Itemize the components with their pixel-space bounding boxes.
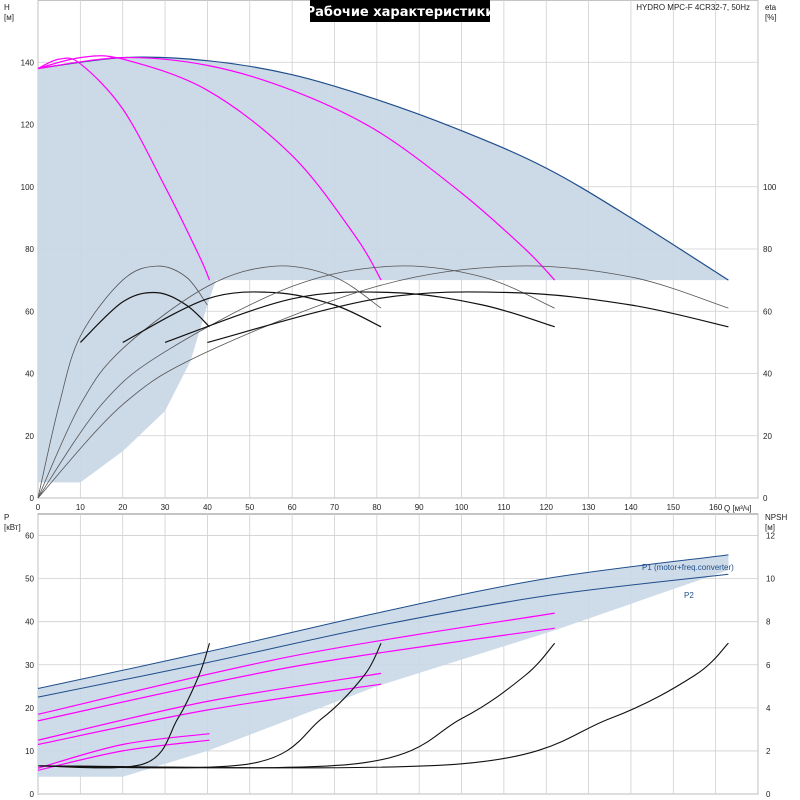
x-tick-label: 130 <box>582 503 596 512</box>
x-tick-label: 70 <box>330 503 339 512</box>
x-tick-label: 80 <box>372 503 381 512</box>
bottom-series-4 <box>37 672 382 741</box>
top-series-7 <box>122 291 382 343</box>
top-series-2 <box>37 55 382 281</box>
y2-tick-label: 60 <box>763 307 772 316</box>
top-series-3 <box>37 56 556 281</box>
npsh-tick-label: 6 <box>766 661 771 670</box>
bottom-series-1 <box>37 573 729 698</box>
bottom-series-8 <box>37 643 211 769</box>
x-axis-label: Q [м³/ч] <box>724 504 751 513</box>
bottom-series-2 <box>37 733 210 769</box>
p-tick-label: 60 <box>25 532 34 541</box>
top-series-9 <box>164 291 555 343</box>
x-tick-label: 90 <box>415 503 424 512</box>
envelope-area <box>38 57 729 483</box>
top-series-5 <box>79 291 210 343</box>
bottom-right-ylabel-1: NPSH <box>765 513 787 522</box>
bottom-left-ylabel-2: [кВт] <box>4 523 21 532</box>
y-tick-label: 80 <box>25 245 34 254</box>
bottom-series-6 <box>37 612 555 715</box>
x-tick-label: 60 <box>288 503 297 512</box>
p-tick-label: 30 <box>25 661 34 670</box>
y-tick-label: 20 <box>25 432 34 441</box>
top-series-10 <box>37 265 729 499</box>
npsh-tick-label: 4 <box>766 704 771 713</box>
top-series-0 <box>37 56 729 281</box>
npsh-tick-label: 10 <box>766 575 775 584</box>
x-tick-label: 150 <box>667 503 681 512</box>
p-tick-label: 40 <box>25 618 34 627</box>
y2-tick-label: 80 <box>763 245 772 254</box>
y-tick-label: 40 <box>25 370 34 379</box>
top-left-ylabel-2: [м] <box>4 13 14 22</box>
y-tick-label: 60 <box>25 307 34 316</box>
y-tick-label: 120 <box>21 121 35 130</box>
x-tick-label: 0 <box>36 503 41 512</box>
bottom-left-ylabel-1: P <box>4 513 9 522</box>
y2-tick-label: 40 <box>763 370 772 379</box>
x-tick-label: 50 <box>245 503 254 512</box>
top-series-4 <box>37 265 208 499</box>
y2-tick-label: 20 <box>763 432 772 441</box>
npsh-tick-label: 2 <box>766 747 771 756</box>
bottom-series-0 <box>37 554 729 689</box>
x-tick-label: 120 <box>540 503 554 512</box>
bottom-series-9 <box>37 642 382 769</box>
top-series-8 <box>37 265 555 499</box>
npsh-tick-label: 0 <box>766 790 771 799</box>
x-tick-label: 30 <box>161 503 170 512</box>
top-series-11 <box>207 291 729 343</box>
top-right-ylabel-1: eta <box>765 3 777 12</box>
x-tick-label: 40 <box>203 503 212 512</box>
p-tick-label: 50 <box>25 575 34 584</box>
top-chart: 0 10 20 30 40 50 60 70 80 90 100 110 120 130 140 150 160… <box>21 0 777 512</box>
y-tick-label: 100 <box>21 183 35 192</box>
top-series-6 <box>37 265 382 499</box>
bottom-series-5 <box>37 683 382 746</box>
y-tick-label: 0 <box>30 494 35 503</box>
bottom-chart: 0 10 20 30 40 50 60 0 2 4 6 8 10 12 <box>25 513 775 799</box>
top-left-ylabel-1: H <box>4 3 10 12</box>
bottom-series-11 <box>37 642 729 769</box>
bottom-series-7 <box>37 627 555 722</box>
npsh-tick-label: 12 <box>766 532 775 541</box>
x-tick-label: 140 <box>624 503 638 512</box>
top-right-ylabel-2: [%] <box>765 13 777 22</box>
y2-tick-label: 100 <box>763 183 777 192</box>
title-box <box>310 0 490 22</box>
y-tick-label: 140 <box>21 58 35 67</box>
bottom-right-ylabel-2: [м] <box>765 523 775 532</box>
power-band-area <box>38 554 729 777</box>
x-tick-label: 160 <box>709 503 723 512</box>
legend-p1: P1 (motor+freq.converter) <box>642 563 734 572</box>
y2-tick-label: 0 <box>763 494 768 503</box>
p-tick-label: 0 <box>30 790 35 799</box>
top-series-1 <box>37 57 211 281</box>
p-tick-label: 10 <box>25 747 34 756</box>
legend-p2: P2 <box>684 591 694 600</box>
x-tick-label: 110 <box>497 503 510 512</box>
chart-title: Рабочие характеристики <box>306 5 495 20</box>
npsh-tick-label: 8 <box>766 618 771 627</box>
x-tick-label: 100 <box>455 503 469 512</box>
x-tick-label: 10 <box>76 503 85 512</box>
x-tick-label: 20 <box>118 503 127 512</box>
chart-subtitle: HYDRO MPC-F 4CR32-7, 50Hz <box>636 3 750 12</box>
p-tick-label: 20 <box>25 704 34 713</box>
